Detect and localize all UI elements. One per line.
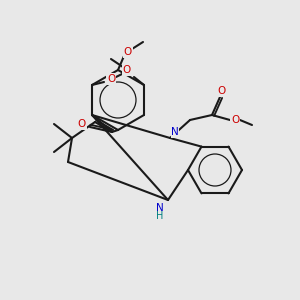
Text: O: O [218,86,226,96]
Text: O: O [124,47,132,57]
Text: O: O [107,74,115,84]
Text: N: N [156,203,164,213]
Text: O: O [231,115,239,125]
Text: H: H [156,211,164,221]
Text: N: N [171,127,179,137]
Text: O: O [78,119,86,129]
Text: O: O [123,65,131,75]
